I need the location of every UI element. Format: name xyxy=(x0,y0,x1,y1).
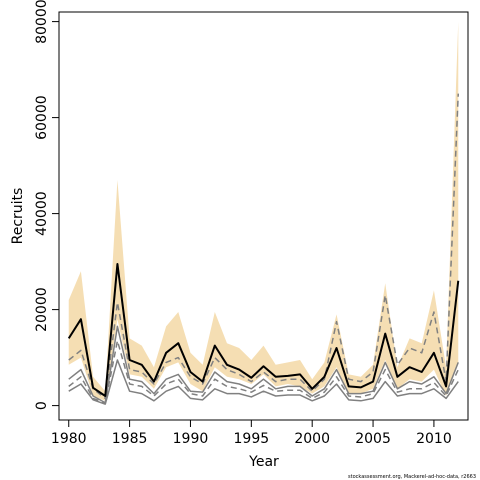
estimate-line xyxy=(67,263,460,397)
grey-upper-line xyxy=(68,325,459,404)
credit-text: stockassessment.org, Mackerel-ad-hoc-dat… xyxy=(348,474,476,480)
grey-lower-line xyxy=(68,359,459,405)
plot-area xyxy=(67,21,460,405)
y-tick-label: 20000 xyxy=(34,287,50,332)
x-tick-label: 1985 xyxy=(112,431,148,447)
x-tick-label: 1990 xyxy=(173,431,209,447)
y-axis: 0 20000 40000 60000 80000 xyxy=(34,0,60,410)
x-tick-label: 2000 xyxy=(294,431,330,447)
y-axis-title: Recruits xyxy=(10,188,26,245)
x-tick-label: 2010 xyxy=(416,431,452,447)
x-axis: 1980 1985 1990 1995 2000 2005 2010 xyxy=(51,419,452,447)
x-tick-label: 1995 xyxy=(234,431,270,447)
y-tick-label: 40000 xyxy=(34,191,50,236)
y-tick-label: 60000 xyxy=(34,95,50,140)
y-tick-label: 0 xyxy=(34,401,50,410)
dashed-upper-line xyxy=(68,93,460,400)
y-tick-label: 80000 xyxy=(34,0,50,44)
dashed-lower-line xyxy=(68,340,459,404)
x-tick-label: 2005 xyxy=(355,431,391,447)
x-tick-label: 1980 xyxy=(51,431,87,447)
x-axis-title: Year xyxy=(248,454,279,470)
